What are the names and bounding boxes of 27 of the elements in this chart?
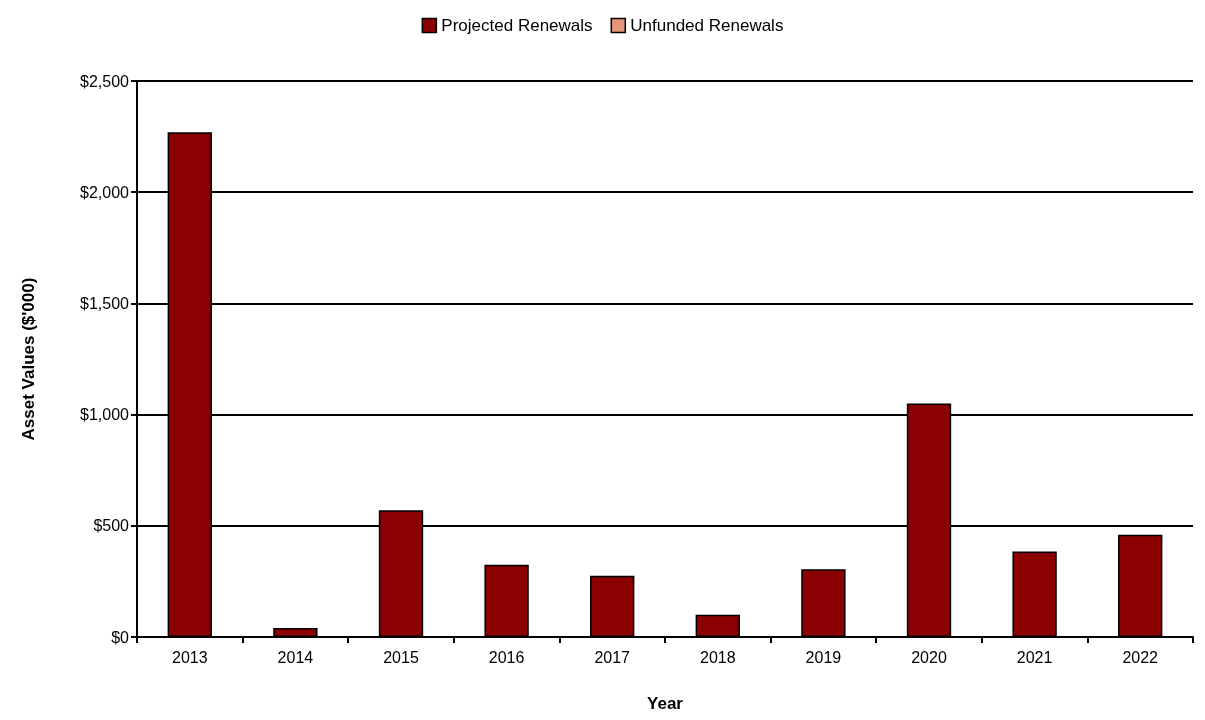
legend-label: Unfunded Renewals bbox=[630, 16, 784, 35]
x-axis-title: Year bbox=[647, 694, 684, 713]
y-tick-label: $1,000 bbox=[80, 406, 130, 424]
x-tick-label: 2021 bbox=[1016, 648, 1053, 666]
bar bbox=[484, 564, 529, 637]
y-tick-label: $1,500 bbox=[80, 294, 130, 312]
bar bbox=[1118, 534, 1163, 637]
legend-label: Projected Renewals bbox=[441, 16, 593, 35]
y-tick-label: $500 bbox=[93, 517, 130, 535]
x-tick-label: 2020 bbox=[911, 648, 947, 666]
x-tick-label: 2019 bbox=[805, 648, 842, 666]
x-tick-label: 2022 bbox=[1122, 648, 1159, 666]
x-tick-label: 2016 bbox=[488, 648, 525, 666]
bar bbox=[273, 628, 318, 637]
y-tick-label: $0 bbox=[111, 628, 130, 646]
x-tick-label: 2014 bbox=[277, 648, 314, 666]
x-tick-label: 2018 bbox=[700, 648, 736, 666]
bar bbox=[801, 569, 846, 637]
bar bbox=[695, 614, 740, 637]
y-axis-title: Asset Values ($'000) bbox=[19, 277, 38, 441]
y-tick-label: $2,500 bbox=[80, 72, 130, 90]
bar bbox=[590, 575, 635, 637]
y-tick-label: $2,000 bbox=[80, 183, 130, 201]
x-tick-label: 2013 bbox=[172, 648, 208, 666]
bar bbox=[1012, 551, 1057, 637]
x-tick-label: 2017 bbox=[594, 648, 631, 666]
x-tick-label: 2015 bbox=[383, 648, 419, 666]
